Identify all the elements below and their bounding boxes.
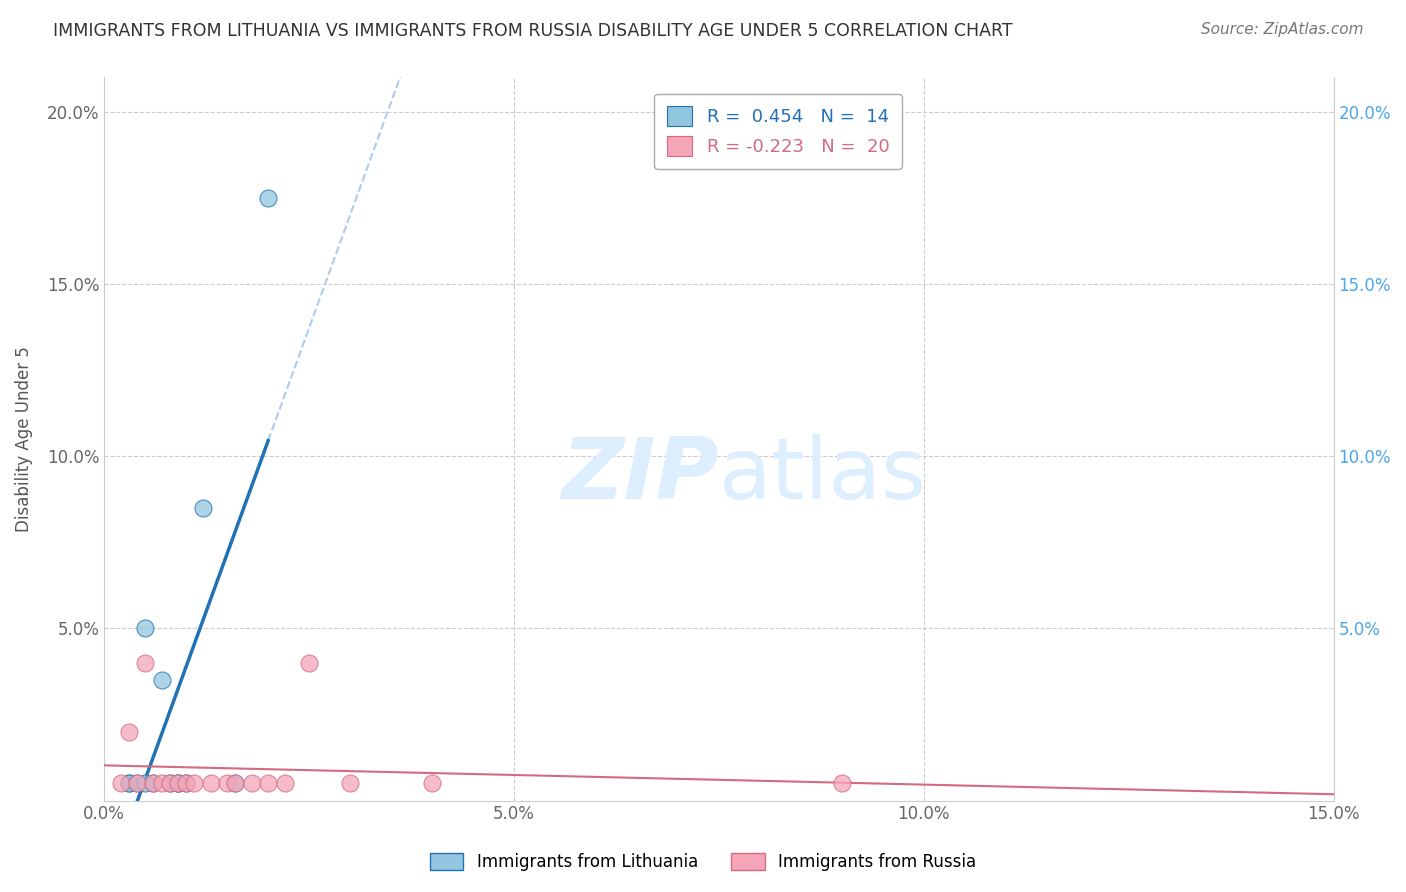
Point [257,191,280,205]
Point [118,724,141,739]
Point [134,656,156,670]
Point [142,776,165,790]
Point [134,776,156,790]
Point [150,776,173,790]
Point [224,776,246,790]
Point [174,776,197,790]
Point [339,776,361,790]
Point [174,776,197,790]
Point [224,776,246,790]
Point [134,622,156,636]
Point [118,776,141,790]
Point [217,776,239,790]
Point [150,673,173,687]
Point [831,776,853,790]
Point [118,776,141,790]
Point [110,776,132,790]
Text: ZIP: ZIP [561,434,718,516]
Point [240,776,263,790]
Legend: R =  0.454   N =  14, R = -0.223   N =  20: R = 0.454 N = 14, R = -0.223 N = 20 [654,94,903,169]
Point [125,776,148,790]
Point [273,776,295,790]
Point [167,776,190,790]
Point [257,776,280,790]
Point [125,776,148,790]
Point [159,776,181,790]
Point [167,776,190,790]
Point [159,776,181,790]
Point [298,656,321,670]
Text: Source: ZipAtlas.com: Source: ZipAtlas.com [1201,22,1364,37]
Point [142,776,165,790]
Text: atlas: atlas [718,434,927,516]
Point [167,776,190,790]
Point [200,776,222,790]
Text: IMMIGRANTS FROM LITHUANIA VS IMMIGRANTS FROM RUSSIA DISABILITY AGE UNDER 5 CORRE: IMMIGRANTS FROM LITHUANIA VS IMMIGRANTS … [53,22,1014,40]
Point [191,500,214,515]
Y-axis label: Disability Age Under 5: Disability Age Under 5 [15,346,32,532]
Legend: Immigrants from Lithuania, Immigrants from Russia: Immigrants from Lithuania, Immigrants fr… [422,845,984,880]
Point [183,776,205,790]
Point [420,776,443,790]
